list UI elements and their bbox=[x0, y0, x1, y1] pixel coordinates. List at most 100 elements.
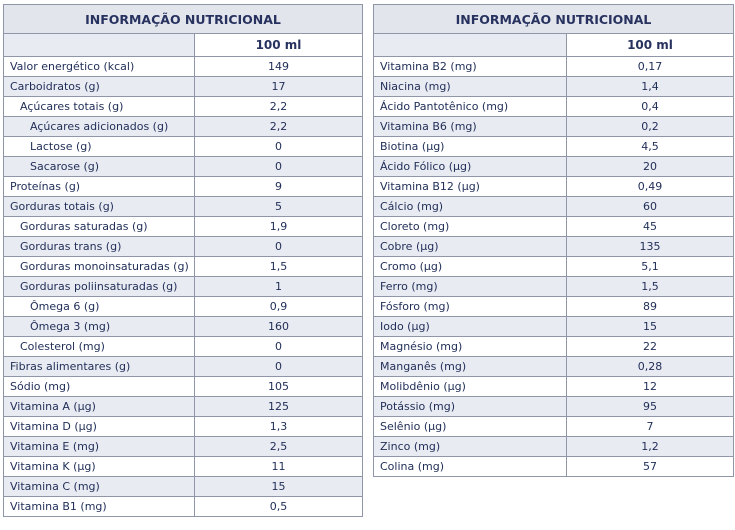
table-row: Gorduras monoinsaturadas (g) 1,5 bbox=[3, 256, 363, 277]
nutrient-label: Ômega 3 (mg) bbox=[3, 316, 195, 337]
nutrient-label: Niacina (mg) bbox=[373, 76, 567, 97]
table-row: Vitamina B2 (mg) 0,17 bbox=[373, 56, 734, 77]
nutrient-label: Ferro (mg) bbox=[373, 276, 567, 297]
nutrient-label: Selênio (µg) bbox=[373, 416, 567, 437]
nutrient-label: Fósforo (mg) bbox=[373, 296, 567, 317]
nutrient-label: Colina (mg) bbox=[373, 456, 567, 477]
nutrient-label: Vitamina A (µg) bbox=[3, 396, 195, 417]
nutrient-label: Fibras alimentares (g) bbox=[3, 356, 195, 377]
blank-header-cell bbox=[3, 33, 195, 57]
nutrient-label: Colesterol (mg) bbox=[3, 336, 195, 357]
nutrient-value: 89 bbox=[566, 296, 734, 317]
table-body: Vitamina B2 (mg) 0,17 Niacina (mg) 1,4 Ácido… bbox=[373, 56, 734, 477]
nutrient-label: Biotina (µg) bbox=[373, 136, 567, 157]
table-row: Carboidratos (g) 17 bbox=[3, 76, 363, 97]
nutrient-value: 12 bbox=[566, 376, 734, 397]
table-row: Fósforo (mg) 89 bbox=[373, 296, 734, 317]
nutrient-label: Açúcares adicionados (g) bbox=[3, 116, 195, 137]
nutrient-label: Vitamina B12 (µg) bbox=[373, 176, 567, 197]
nutrient-label: Ômega 6 (g) bbox=[3, 296, 195, 317]
nutrient-label: Vitamina E (mg) bbox=[3, 436, 195, 457]
nutrient-value: 0 bbox=[194, 356, 363, 377]
nutrient-label: Vitamina B6 (mg) bbox=[373, 116, 567, 137]
table-title-row: INFORMAÇÃO NUTRICIONAL bbox=[373, 4, 734, 34]
table-row: Vitamina B1 (mg) 0,5 bbox=[3, 496, 363, 517]
nutrient-value: 1,5 bbox=[566, 276, 734, 297]
nutrient-label: Ácido Fólico (µg) bbox=[373, 156, 567, 177]
nutrient-label: Zinco (mg) bbox=[373, 436, 567, 457]
table-row: Magnésio (mg) 22 bbox=[373, 336, 734, 357]
table-row: Vitamina D (µg) 1,3 bbox=[3, 416, 363, 437]
nutrient-value: 0,49 bbox=[566, 176, 734, 197]
nutrient-label: Gorduras monoinsaturadas (g) bbox=[3, 256, 195, 277]
nutrient-label: Cálcio (mg) bbox=[373, 196, 567, 217]
nutrient-value: 60 bbox=[566, 196, 734, 217]
table-row: Cromo (µg) 5,1 bbox=[373, 256, 734, 277]
nutrient-value: 15 bbox=[566, 316, 734, 337]
nutrient-value: 95 bbox=[566, 396, 734, 417]
table-row: Ferro (mg) 1,5 bbox=[373, 276, 734, 297]
nutrient-label: Molibdênio (µg) bbox=[373, 376, 567, 397]
nutrient-value: 9 bbox=[194, 176, 363, 197]
nutrient-label: Vitamina C (mg) bbox=[3, 476, 195, 497]
table-row: Gorduras trans (g) 0 bbox=[3, 236, 363, 257]
nutrient-label: Magnésio (mg) bbox=[373, 336, 567, 357]
table-row: Ácido Pantotênico (mg) 0,4 bbox=[373, 96, 734, 117]
nutrient-value: 0 bbox=[194, 136, 363, 157]
nutrient-value: 0,4 bbox=[566, 96, 734, 117]
table-row: Ácido Fólico (µg) 20 bbox=[373, 156, 734, 177]
nutrient-value: 1,2 bbox=[566, 436, 734, 457]
nutrient-value: 160 bbox=[194, 316, 363, 337]
table-row: Açúcares adicionados (g) 2,2 bbox=[3, 116, 363, 137]
nutrient-value: 0 bbox=[194, 156, 363, 177]
table-row: Colesterol (mg) 0 bbox=[3, 336, 363, 357]
nutrient-value: 57 bbox=[566, 456, 734, 477]
table-row: Colina (mg) 57 bbox=[373, 456, 734, 477]
nutrient-value: 5 bbox=[194, 196, 363, 217]
nutrient-value: 1,3 bbox=[194, 416, 363, 437]
table-row: Valor energético (kcal) 149 bbox=[3, 56, 363, 77]
table-row: Potássio (mg) 95 bbox=[373, 396, 734, 417]
table-row: Selênio (µg) 7 bbox=[373, 416, 734, 437]
table-row: Zinco (mg) 1,2 bbox=[373, 436, 734, 457]
column-header-row: 100 ml bbox=[3, 33, 363, 57]
nutrient-value: 5,1 bbox=[566, 256, 734, 277]
nutrient-label: Potássio (mg) bbox=[373, 396, 567, 417]
table-row: Vitamina B12 (µg) 0,49 bbox=[373, 176, 734, 197]
nutrient-label: Valor energético (kcal) bbox=[3, 56, 195, 77]
nutrient-label: Gorduras poliinsaturadas (g) bbox=[3, 276, 195, 297]
nutrient-value: 22 bbox=[566, 336, 734, 357]
nutrient-value: 149 bbox=[194, 56, 363, 77]
nutrient-label: Vitamina B2 (mg) bbox=[373, 56, 567, 77]
table-row: Biotina (µg) 4,5 bbox=[373, 136, 734, 157]
table-row: Iodo (µg) 15 bbox=[373, 316, 734, 337]
table-row: Ômega 6 (g) 0,9 bbox=[3, 296, 363, 317]
nutrient-value: 135 bbox=[566, 236, 734, 257]
table-row: Cobre (µg) 135 bbox=[373, 236, 734, 257]
nutrient-value: 0 bbox=[194, 236, 363, 257]
table-row: Cloreto (mg) 45 bbox=[373, 216, 734, 237]
nutrient-value: 0,2 bbox=[566, 116, 734, 137]
table-row: Sacarose (g) 0 bbox=[3, 156, 363, 177]
column-header: 100 ml bbox=[566, 33, 734, 57]
table-row: Gorduras saturadas (g) 1,9 bbox=[3, 216, 363, 237]
nutrition-table-right: INFORMAÇÃO NUTRICIONAL 100 ml Vitamina B… bbox=[373, 4, 734, 477]
table-row: Açúcares totais (g) 2,2 bbox=[3, 96, 363, 117]
table-row: Cálcio (mg) 60 bbox=[373, 196, 734, 217]
nutrient-value: 125 bbox=[194, 396, 363, 417]
table-row: Proteínas (g) 9 bbox=[3, 176, 363, 197]
nutrient-value: 7 bbox=[566, 416, 734, 437]
table-row: Vitamina E (mg) 2,5 bbox=[3, 436, 363, 457]
nutrient-value: 2,2 bbox=[194, 96, 363, 117]
table-row: Vitamina A (µg) 125 bbox=[3, 396, 363, 417]
nutrient-value: 105 bbox=[194, 376, 363, 397]
nutrient-value: 2,2 bbox=[194, 116, 363, 137]
table-title-row: INFORMAÇÃO NUTRICIONAL bbox=[3, 4, 363, 34]
nutrient-label: Gorduras saturadas (g) bbox=[3, 216, 195, 237]
nutrient-label: Ácido Pantotênico (mg) bbox=[373, 96, 567, 117]
nutrient-label: Cromo (µg) bbox=[373, 256, 567, 277]
nutrient-value: 1,5 bbox=[194, 256, 363, 277]
nutrient-label: Carboidratos (g) bbox=[3, 76, 195, 97]
nutrient-value: 20 bbox=[566, 156, 734, 177]
nutrient-label: Gorduras trans (g) bbox=[3, 236, 195, 257]
